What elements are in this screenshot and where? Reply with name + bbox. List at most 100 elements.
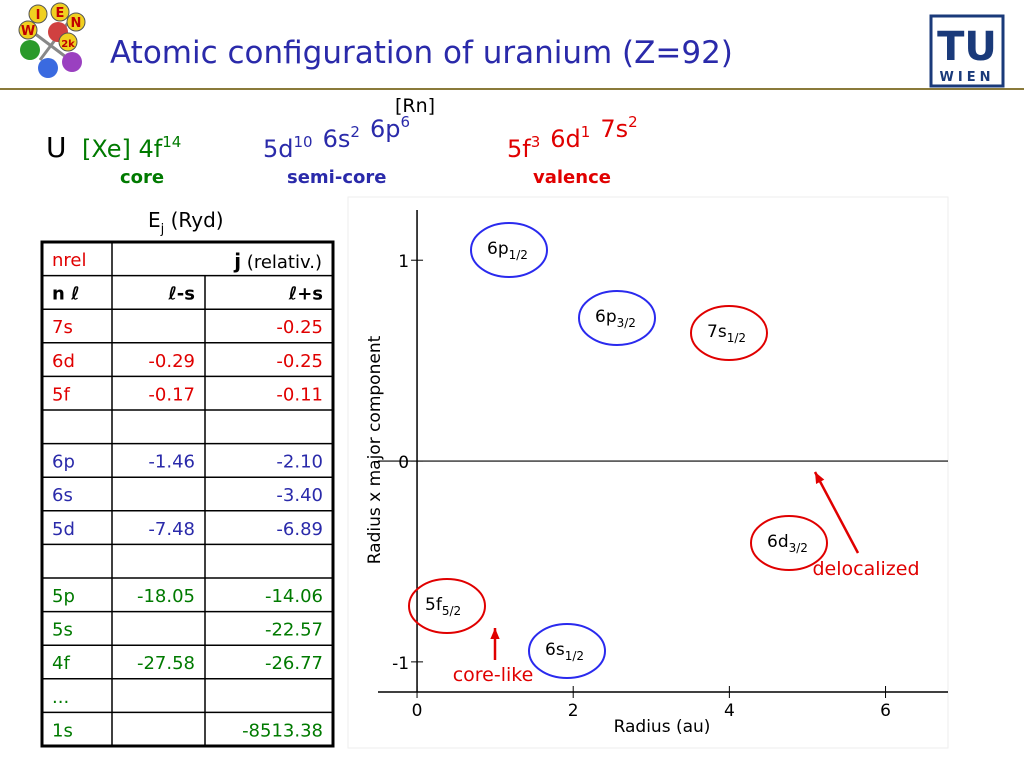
logo-atom: [62, 52, 82, 72]
logo-letter: E: [56, 6, 65, 21]
element: U: [46, 131, 67, 164]
caption-sub: j: [160, 222, 165, 237]
y-tick-label: -1: [392, 654, 409, 674]
x-axis-label: Radius (au): [614, 717, 711, 737]
table-caption: Ej (Ryd): [148, 208, 224, 237]
table-cell: 5d: [52, 519, 75, 540]
orbital-group: [Xe] 4f14: [82, 133, 181, 163]
label-circle: [690, 305, 768, 361]
orbital: [Xe] 4f: [82, 135, 163, 163]
y-tick-label: 0: [398, 453, 409, 473]
label-sub: 3/2: [789, 541, 808, 555]
x-tick-label: 6: [880, 701, 891, 721]
label-circle: [578, 290, 656, 346]
figure-panel: [347, 196, 949, 749]
table-cell: -7.48: [148, 519, 195, 540]
header-j: j: [233, 249, 241, 273]
y-axis-label: Radius x major component: [365, 335, 385, 564]
table-header: ℓ+s: [288, 284, 323, 305]
table-cell: 6p: [52, 452, 75, 473]
orbital-sup: 2: [350, 123, 360, 141]
logo-letter: N: [71, 16, 82, 31]
logo-letter: I: [36, 8, 41, 23]
table-cell: -2.10: [276, 452, 323, 473]
orbital-sup: 10: [294, 133, 313, 151]
label-base: 5f: [425, 595, 443, 615]
x-tick-label: 2: [568, 701, 579, 721]
orbital-sup: 2: [628, 113, 638, 131]
table-cell: -6.89: [276, 519, 323, 540]
annotation: core-like: [453, 664, 534, 686]
table-cell: 5p: [52, 586, 75, 607]
arrow-head: [490, 628, 500, 640]
table-frame: [40, 240, 335, 748]
curve-label: 5f5/2: [425, 595, 461, 618]
table-cell: 7s: [52, 317, 73, 338]
logo-badge: [18, 20, 38, 40]
label-sub: 5/2: [442, 604, 461, 618]
table-cell: 6s: [52, 485, 73, 506]
group-label: core: [120, 167, 164, 188]
table-cell: -0.25: [276, 317, 323, 338]
logo-letter: 2k: [61, 39, 75, 50]
table-cell: 5s: [52, 620, 73, 641]
table-cell: -0.25: [276, 351, 323, 372]
table-cell: -27.58: [137, 653, 195, 674]
table-header: nrel: [52, 250, 87, 271]
table-cell: 6d: [52, 351, 75, 372]
curve-label: 6d3/2: [767, 532, 808, 555]
orbital-sup: 6: [400, 113, 410, 131]
label-base: 6p: [487, 239, 509, 259]
table-header: n ℓ: [52, 284, 80, 305]
curve-label: 6p3/2: [595, 307, 636, 330]
table-cell: 4f: [52, 653, 70, 674]
caption-rest: (Ryd): [164, 208, 223, 232]
logo-badge: [58, 32, 78, 52]
label-circle: [408, 578, 486, 634]
table-header: j (relativ.): [233, 249, 322, 273]
table-cell: -18.05: [137, 586, 195, 607]
logo-tu: TU: [937, 24, 997, 70]
logo-atom: [20, 40, 40, 60]
curve-label: 6s1/2: [545, 640, 584, 663]
label-circle: [750, 515, 828, 571]
label-base: 6p: [595, 307, 617, 327]
logo-tu-frame: [929, 14, 1005, 88]
annotation-arrow: [813, 471, 860, 554]
curve-label: 7s1/2: [707, 322, 746, 345]
table-cell: -0.11: [276, 384, 323, 405]
label-sub: 1/2: [509, 248, 528, 262]
title: Atomic configuration of uranium (Z=92): [110, 35, 733, 71]
label-sub: 1/2: [565, 649, 584, 663]
orbital-sup: 14: [162, 133, 181, 151]
logo-badge: [66, 12, 86, 32]
orbital: 6p: [370, 115, 401, 143]
logo-badge: [50, 2, 70, 22]
table-cell: -0.17: [148, 384, 195, 405]
orbital: 5f: [507, 135, 531, 163]
table-cell: 1s: [52, 720, 73, 741]
table-cell: -0.29: [148, 351, 195, 372]
logo-badge: [28, 4, 48, 24]
curve-label: 6p1/2: [487, 239, 528, 262]
label-sub: 1/2: [727, 331, 746, 345]
orbital-group: 5d10 6s2 6p6: [263, 113, 410, 163]
label-sub: 3/2: [617, 316, 636, 330]
orbital-sup: 3: [531, 133, 541, 151]
group-label: valence: [533, 167, 611, 188]
logo-atom: [38, 58, 58, 78]
orbital-sup: 1: [581, 123, 591, 141]
orbital: 7s: [600, 115, 628, 143]
label-base: 7s: [707, 322, 727, 342]
rn-label: [Rn]: [395, 95, 435, 117]
table-header: ℓ-s: [167, 284, 195, 305]
orbital: 6d: [550, 125, 581, 153]
orbital-group: 5f3 6d1 7s2: [507, 113, 638, 163]
table-cell: 5f: [52, 384, 70, 405]
y-tick-label: 1: [398, 252, 409, 272]
x-tick-label: 4: [724, 701, 735, 721]
caption-base: E: [148, 208, 161, 232]
orbital: 5d: [263, 135, 294, 163]
label-circle: [528, 623, 606, 679]
group-label: semi-core: [287, 167, 386, 188]
